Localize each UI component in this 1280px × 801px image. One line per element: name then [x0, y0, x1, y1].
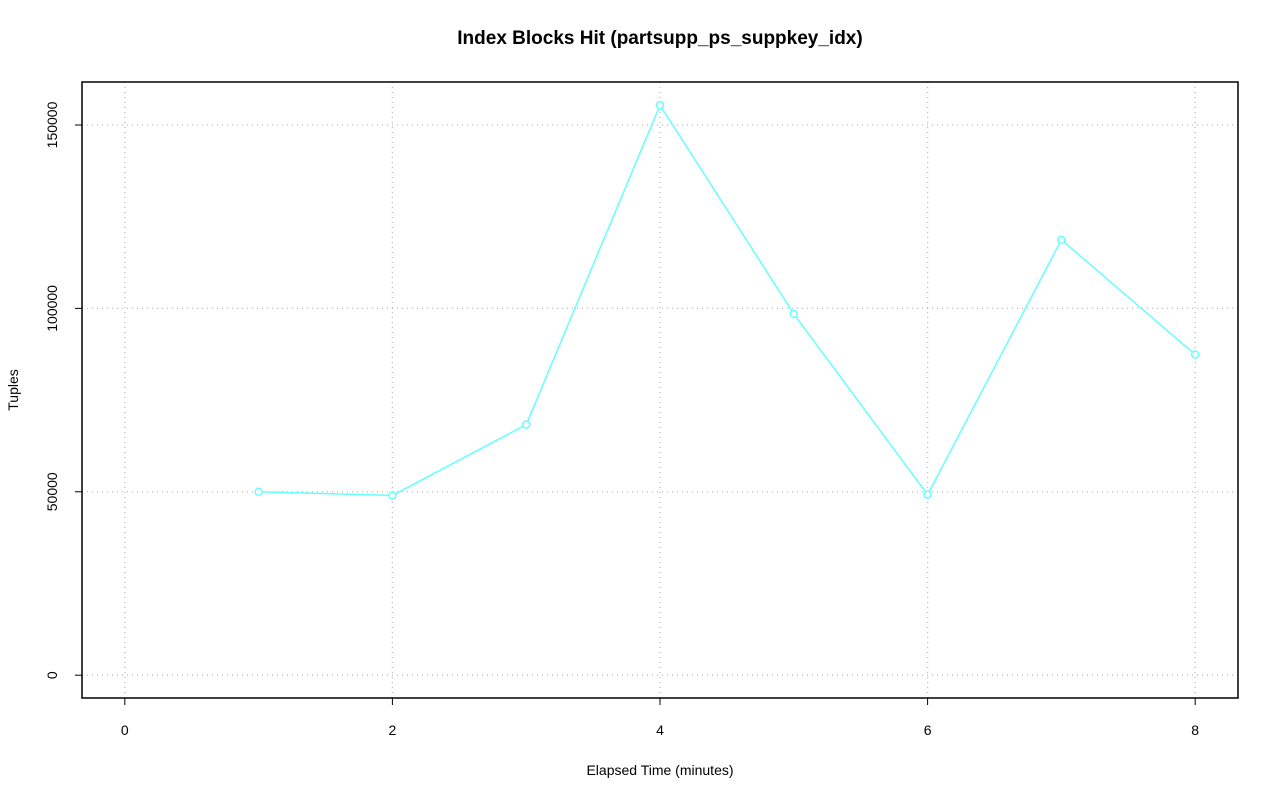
data-point	[521, 420, 531, 429]
y-tick-label: 50000	[44, 472, 60, 511]
data-point	[923, 490, 932, 499]
x-tick-label: 0	[121, 722, 129, 738]
x-tick-label: 8	[1191, 722, 1199, 738]
x-tick-label: 4	[656, 722, 664, 738]
data-point	[1190, 350, 1200, 359]
y-tick-label: 150000	[44, 101, 60, 148]
data-point	[1057, 235, 1066, 245]
data-point	[789, 309, 799, 319]
data-point	[254, 487, 263, 497]
plot-frame	[81, 81, 1239, 699]
x-tick-label: 2	[389, 722, 397, 738]
y-axis-label: Tuples	[5, 369, 21, 411]
x-tick-label: 6	[924, 722, 932, 738]
data-line	[258, 103, 1196, 497]
y-tick-label: 100000	[44, 285, 60, 332]
data-point	[388, 491, 397, 500]
y-tick-label: 0	[44, 671, 60, 679]
data-point	[655, 100, 665, 110]
x-axis-label: Elapsed Time (minutes)	[586, 762, 733, 778]
chart-title: Index Blocks Hit (partsupp_ps_suppkey_id…	[457, 28, 862, 49]
